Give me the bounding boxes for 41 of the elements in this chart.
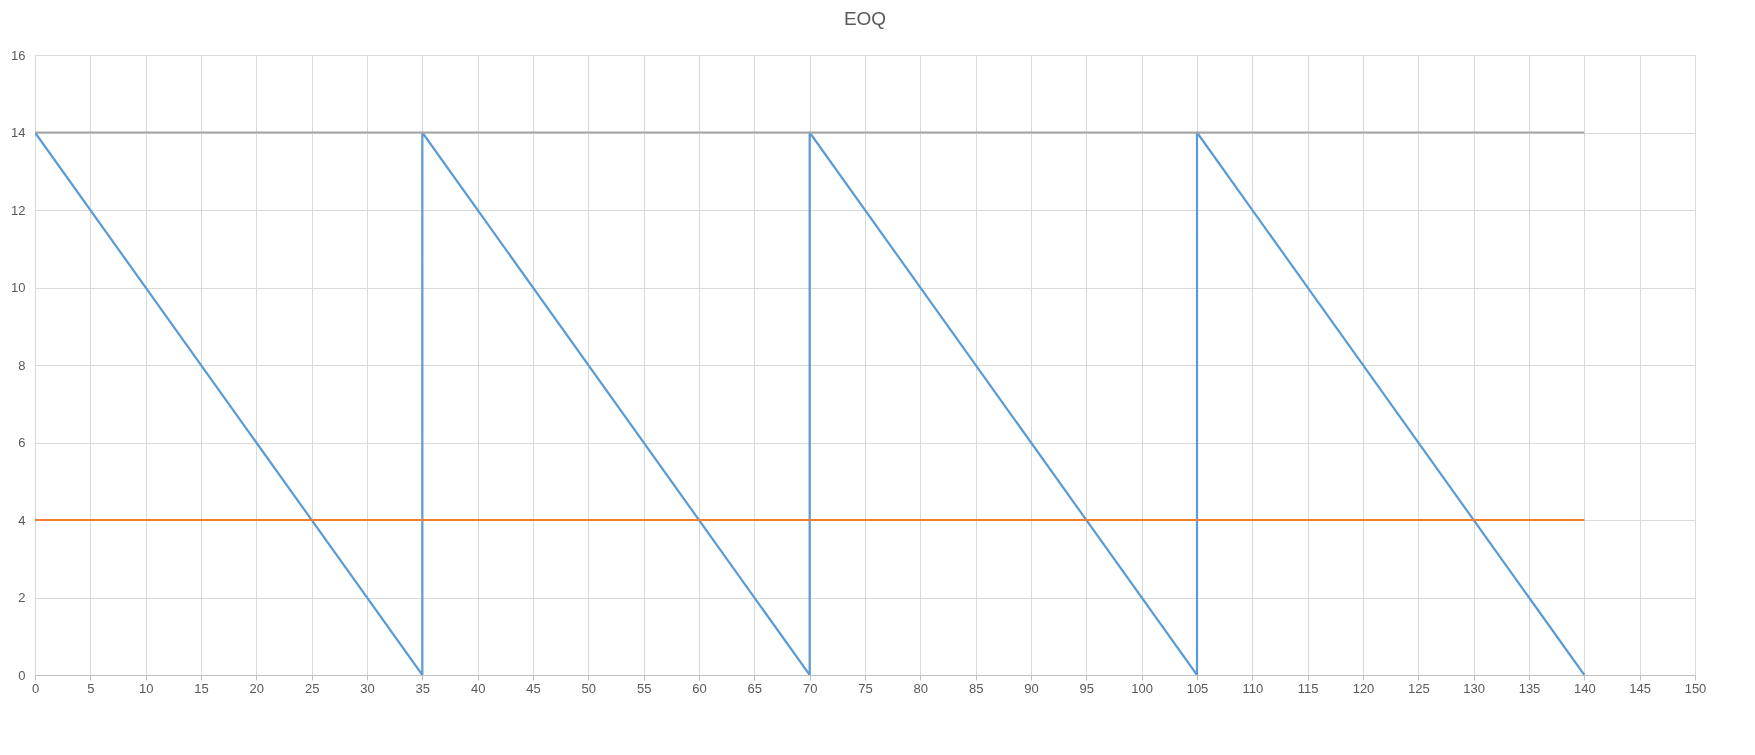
x-tick-label: 115 — [1297, 680, 1319, 696]
x-tick-label: 20 — [249, 680, 265, 696]
x-tick-label: 140 — [1573, 680, 1596, 696]
x-tick-label: 75 — [858, 680, 873, 696]
x-tick-label: 0 — [31, 680, 40, 696]
x-tick-label: 135 — [1518, 680, 1541, 696]
x-tick-label: 125 — [1407, 680, 1430, 696]
x-tick-label: 100 — [1131, 680, 1154, 696]
x-tick-label: 25 — [304, 680, 320, 696]
x-tick-label: 5 — [87, 680, 95, 696]
x-tick-label: 130 — [1463, 680, 1486, 696]
x-tick-label: 85 — [968, 680, 984, 696]
x-tick-label: 105 — [1186, 680, 1209, 696]
x-tick-label: 10 — [138, 680, 154, 696]
chart-title: EOQ — [843, 8, 887, 29]
y-tick-label: 10 — [11, 280, 26, 295]
y-tick-label: 0 — [18, 667, 26, 683]
y-tick-label: 6 — [18, 435, 26, 450]
y-tick-label: 4 — [18, 512, 26, 528]
x-tick-label: 55 — [636, 680, 652, 696]
x-tick-label: 50 — [581, 680, 597, 696]
y-tick-label: 14 — [11, 125, 26, 140]
x-tick-label: 150 — [1684, 680, 1707, 696]
x-tick-label: 60 — [692, 680, 707, 696]
x-tick-label: 145 — [1629, 680, 1652, 696]
y-tick-label: 16 — [11, 47, 26, 63]
x-tick-label: 45 — [526, 680, 541, 696]
x-tick-label: 35 — [415, 680, 431, 696]
x-tick-label: 110 — [1242, 680, 1264, 696]
x-tick-label: 90 — [1024, 680, 1039, 696]
x-tick-label: 30 — [360, 680, 375, 696]
y-tick-label: 8 — [18, 357, 26, 373]
x-tick-label: 80 — [913, 680, 929, 696]
y-tick-label: 2 — [18, 590, 26, 605]
x-tick-label: 95 — [1079, 680, 1095, 696]
x-tick-label: 40 — [470, 680, 486, 696]
x-tick-label: 70 — [802, 680, 818, 696]
y-tick-label: 12 — [11, 202, 26, 218]
x-tick-label: 65 — [747, 680, 763, 696]
x-tick-label: 120 — [1352, 680, 1375, 696]
x-tick-label: 15 — [194, 680, 209, 696]
